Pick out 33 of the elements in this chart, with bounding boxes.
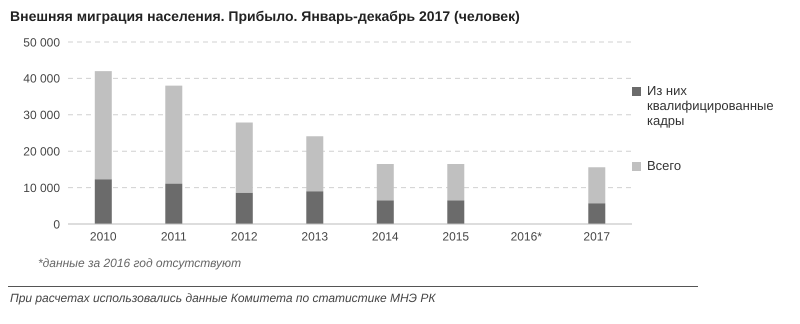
x-tick-label: 2010 [90,230,117,244]
text: При расчетах использовались данные Комитета по статистике МНЭ РК [9,291,437,305]
bar [236,122,253,193]
x-tick-label: 2017 [583,230,610,244]
bar [94,71,112,180]
bar [165,184,182,224]
bar [165,86,182,184]
x-tick-label: 2013 [301,230,328,244]
bar [236,192,253,224]
bar [588,203,606,224]
bar [306,191,324,224]
x-tick-label: 2014 [372,230,399,244]
bar [94,179,112,224]
bar [376,200,394,224]
x-tick-label: 2011 [160,230,187,244]
bar [588,167,606,204]
bar [447,164,464,200]
legend-label: Из них квалифицированные кадры [647,83,775,128]
y-tick-label: 30 000 [23,108,60,122]
y-tick-label: 50 000 [23,35,60,50]
y-tick-label: 20 000 [23,144,60,158]
y-tick-label: 40 000 [23,72,60,86]
x-tick-label: 2012 [230,230,258,244]
chart-title: Внешняя миграция населения. Прибыло. Январь-декабрь 2017 (человек) [9,8,521,26]
bar [376,164,394,200]
bar [447,200,464,224]
x-tick-label: 2016* [510,230,542,244]
y-tick-label: 10 000 [23,180,60,195]
bar [306,136,324,192]
y-tick-label: 0 [53,217,60,232]
legend-label: Всего [647,158,682,173]
x-tick-label: 2015 [442,230,470,244]
text: *данные за 2016 год отсутствуют [37,256,242,270]
